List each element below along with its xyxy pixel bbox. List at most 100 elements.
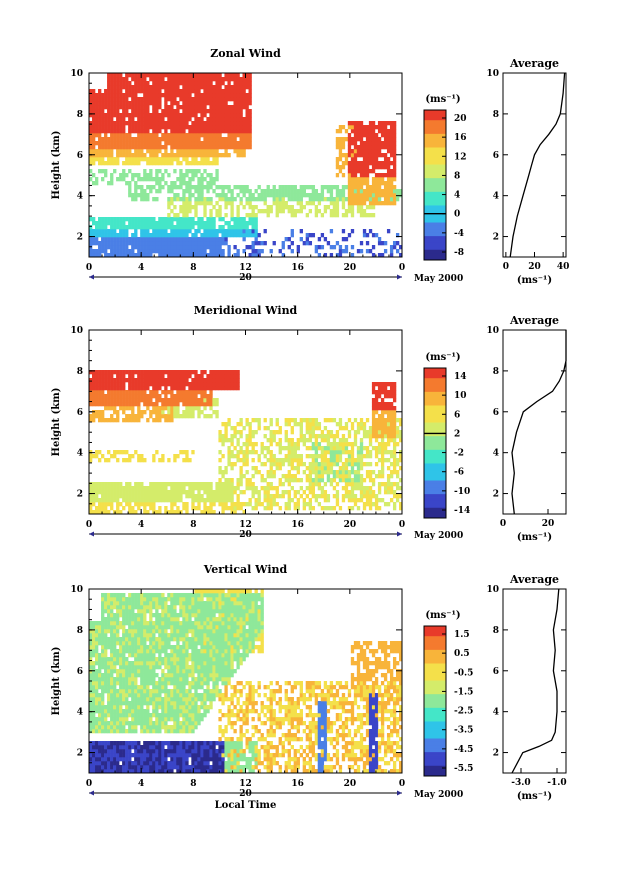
heatmap-cell (143, 245, 147, 250)
heatmap-cell (134, 225, 138, 230)
heatmap-cell (173, 241, 177, 246)
x-tick-label: 12 (239, 520, 252, 530)
heatmap-cell (185, 209, 189, 214)
heatmap-cell (128, 494, 132, 499)
heatmap-cell (188, 486, 192, 491)
heatmap-cell (89, 157, 93, 162)
heatmap-cell (236, 125, 240, 130)
heatmap-cell (95, 673, 99, 678)
heatmap-cell (128, 133, 132, 138)
heatmap-cell (101, 717, 105, 722)
heatmap-cell (98, 458, 102, 463)
heatmap-cell (119, 145, 123, 150)
heatmap-cell (122, 125, 126, 130)
heatmap-cell (116, 697, 120, 702)
heatmap-cell (311, 430, 316, 435)
heatmap-cell (206, 181, 210, 186)
heatmap-cell (164, 406, 168, 411)
heatmap-cell (344, 482, 349, 487)
heatmap-cell (98, 378, 102, 383)
heatmap-cell (299, 454, 303, 459)
heatmap-cell (176, 229, 180, 234)
heatmap-cell (236, 478, 240, 483)
heatmap-cell (248, 85, 252, 90)
heatmap-cell (119, 637, 123, 642)
heatmap-cell (146, 510, 150, 515)
heatmap-cell (137, 225, 141, 230)
heatmap-cell (161, 245, 165, 250)
heatmap-cell (95, 414, 99, 419)
heatmap-cell (212, 189, 216, 194)
heatmap-cell (269, 458, 273, 463)
heatmap-cell (287, 442, 291, 447)
heatmap-cell (185, 229, 189, 234)
heatmap-cell (131, 454, 135, 459)
heatmap-cell (107, 129, 111, 134)
heatmap-cell (164, 386, 168, 391)
heatmap-cell (356, 458, 361, 463)
heatmap-cell (104, 637, 108, 642)
heatmap-cell (182, 141, 186, 146)
heatmap-cell (182, 374, 186, 379)
heatmap-cell (383, 446, 388, 451)
heatmap-cell (104, 717, 108, 722)
heatmap-cell (254, 506, 258, 511)
heatmap-cell (131, 153, 135, 158)
heatmap-cell (386, 502, 391, 507)
heatmap-cell (215, 498, 219, 503)
heatmap-cell (323, 470, 328, 475)
heatmap-cell (338, 446, 343, 451)
heatmap-cell (368, 430, 373, 435)
heatmap-cell (359, 466, 364, 471)
heatmap-cell (359, 213, 364, 218)
heatmap-cell (110, 245, 114, 250)
heatmap-cell (266, 193, 270, 198)
heatmap-cell (338, 253, 343, 258)
heatmap-cell (176, 161, 180, 166)
heatmap-cell (95, 637, 99, 642)
heatmap-cell (365, 418, 370, 423)
heatmap-cell (110, 506, 114, 511)
heatmap-cell (182, 237, 186, 242)
heatmap-cell (104, 221, 108, 226)
heatmap-cell (377, 442, 382, 447)
heatmap-cell (374, 390, 379, 395)
heatmap-cell (203, 498, 207, 503)
heatmap-cell (215, 73, 219, 78)
heatmap-cell (347, 201, 352, 206)
colorbar-segment (424, 449, 446, 454)
heatmap-cell (389, 450, 394, 455)
heatmap-cell (242, 185, 246, 190)
heatmap-cell (140, 374, 144, 379)
heatmap-cell (188, 129, 192, 134)
heatmap-cell (236, 209, 240, 214)
heatmap-cell (203, 161, 207, 166)
heatmap-cell (338, 249, 343, 254)
heatmap-cell (119, 241, 123, 246)
heatmap-cell (314, 189, 319, 194)
heatmap-cell (182, 217, 186, 222)
heatmap-cell (308, 185, 313, 190)
heatmap-cell (374, 406, 379, 411)
heatmap-cell (143, 85, 147, 90)
heatmap-cell (140, 97, 144, 102)
heatmap-cell (104, 105, 108, 110)
heatmap-cell (155, 121, 159, 126)
heatmap-cell (128, 85, 132, 90)
heatmap-cell (356, 137, 361, 142)
heatmap-cell (173, 490, 177, 495)
heatmap-cell (200, 390, 204, 395)
heatmap-cell (374, 434, 379, 439)
heatmap-cell (314, 446, 319, 451)
heatmap-cell (92, 749, 96, 754)
heatmap-cell (230, 370, 234, 375)
heatmap-cell (227, 498, 231, 503)
heatmap-cell (140, 101, 144, 106)
heatmap-cell (239, 197, 243, 202)
heatmap-cell (188, 370, 192, 375)
heatmap-cell (119, 253, 123, 258)
heatmap-cell (188, 149, 192, 154)
heatmap-cell (113, 85, 117, 90)
heatmap-cell (203, 406, 207, 411)
heatmap-cell (230, 498, 234, 503)
